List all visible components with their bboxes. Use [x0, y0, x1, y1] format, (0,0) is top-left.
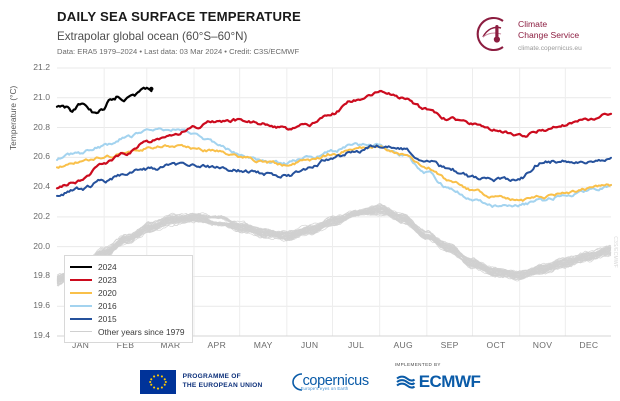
x-tick-label: JAN [72, 340, 90, 350]
y-tick-label: 20.0 [33, 240, 50, 251]
chart-source-note: Data: ERA5 1979–2024 • Last data: 03 Mar… [57, 46, 300, 56]
y-axis-label: Temperature (°C) [8, 85, 18, 150]
y-tick-label: 19.8 [33, 270, 50, 281]
x-tick-label: DEC [579, 340, 599, 350]
legend-item-label: 2015 [98, 313, 117, 324]
legend-item: Other years since 1979 [70, 325, 185, 338]
legend-color-swatch [70, 304, 92, 307]
legend-item: 2016 [70, 299, 185, 312]
legend-item: 2015 [70, 312, 185, 325]
legend-item-label: 2023 [98, 274, 117, 285]
page-title: DAILY SEA SURFACE TEMPERATURE [57, 9, 301, 24]
ecmwf-wordmark: ECMWF [418, 372, 481, 391]
x-tick-label: MAR [160, 340, 181, 350]
copernicus-arc-icon [291, 372, 302, 391]
footer-logos: PROGRAMME OF THE EUROPEAN UNION copernic… [0, 362, 620, 401]
legend-item-label: 2020 [98, 287, 117, 298]
chart-header: DAILY SEA SURFACE TEMPERATURE Extrapolar… [57, 9, 477, 56]
legend-item: 2023 [70, 273, 185, 286]
x-tick-label: JUL [347, 340, 365, 350]
legend-item-label: 2024 [98, 261, 117, 272]
copernicus-wordmark: copernicus [302, 373, 370, 390]
legend-item: 2020 [70, 286, 185, 299]
c3s-logo-line2: Change Service [518, 30, 580, 40]
x-tick-label: NOV [532, 340, 553, 350]
ecmwf-mark-icon [396, 375, 415, 389]
chart-legend: 2024 2023 2020 2016 2015 Other years since 19… [64, 255, 193, 343]
legend-color-swatch [70, 317, 92, 320]
eu-programme-text: PROGRAMME OF THE EUROPEAN UNION [183, 373, 263, 391]
x-tick-label: FEB [116, 340, 135, 350]
legend-color-swatch [70, 265, 92, 268]
y-tick-label: 21.0 [33, 91, 50, 102]
ecmwf-logo: IMPLEMENTED BY ECMWF [395, 362, 481, 391]
x-tick-label: OCT [486, 340, 506, 350]
legend-item: 2024 [70, 260, 185, 273]
legend-color-swatch [70, 278, 92, 281]
c3s-logo-text: Climate Change Service climate.copernicu… [518, 12, 582, 52]
copernicus-logo: copernicus Europe's eyes on Earth [289, 371, 369, 393]
legend-color-swatch [70, 331, 92, 332]
eu-flag-icon [139, 369, 176, 394]
x-tick-label: SEP [440, 340, 459, 350]
side-credit-text: C3S/ECMWF [612, 236, 618, 268]
legend-item-label: Other years since 1979 [98, 326, 185, 337]
eu-programme-block: PROGRAMME OF THE EUROPEAN UNION [139, 369, 263, 394]
y-tick-label: 21.2 [33, 62, 50, 72]
x-tick-label: AUG [393, 340, 414, 350]
y-tick-label: 19.4 [33, 330, 50, 340]
eu-programme-line1: PROGRAMME OF [182, 372, 241, 380]
y-tick-label: 20.8 [33, 121, 50, 132]
x-tick-label: MAY [253, 340, 273, 350]
implemented-by-label: IMPLEMENTED BY [394, 362, 441, 367]
c3s-logo: Climate Change Service climate.copernicu… [470, 12, 606, 60]
climate-change-service-icon [470, 12, 514, 56]
copernicus-tagline: Europe's eyes on Earth [300, 385, 349, 391]
x-tick-label: APR [207, 340, 227, 350]
eu-programme-line2: THE EUROPEAN UNION [182, 381, 263, 389]
y-tick-label: 20.2 [33, 210, 50, 221]
x-tick-label: JUN [300, 340, 319, 350]
legend-item-label: 2016 [98, 300, 117, 311]
legend-color-swatch [70, 291, 92, 294]
c3s-logo-url: climate.copernicus.eu [518, 45, 582, 52]
y-tick-label: 19.6 [33, 300, 50, 311]
y-tick-label: 20.6 [33, 151, 50, 162]
c3s-logo-line1: Climate [518, 19, 548, 29]
y-tick-label: 20.4 [33, 181, 50, 192]
chart-subtitle: Extrapolar global ocean (60°S–60°N) [57, 29, 248, 43]
